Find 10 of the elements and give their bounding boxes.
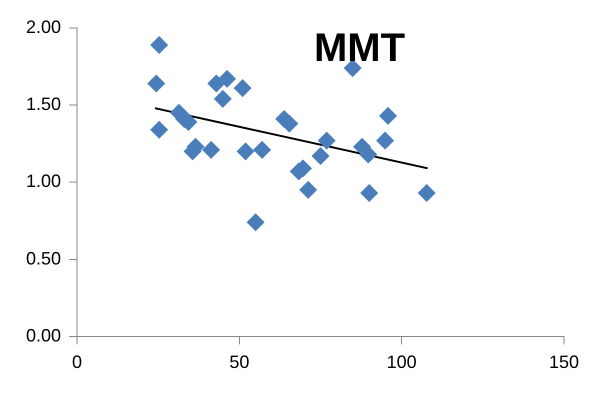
- x-tick-label: 0: [72, 352, 82, 372]
- y-tick-label: 1.00: [26, 171, 62, 192]
- y-tick-label: 1.50: [26, 94, 62, 114]
- chart-title: MMT: [314, 26, 406, 70]
- y-tick-label: 0.50: [26, 248, 62, 268]
- x-tick-label: 100: [386, 352, 417, 372]
- y-tick-label: 0.00: [26, 325, 62, 346]
- x-tick-label: 150: [548, 352, 580, 372]
- x-tick-label: 50: [229, 352, 250, 372]
- y-tick-label: 2.00: [26, 16, 62, 37]
